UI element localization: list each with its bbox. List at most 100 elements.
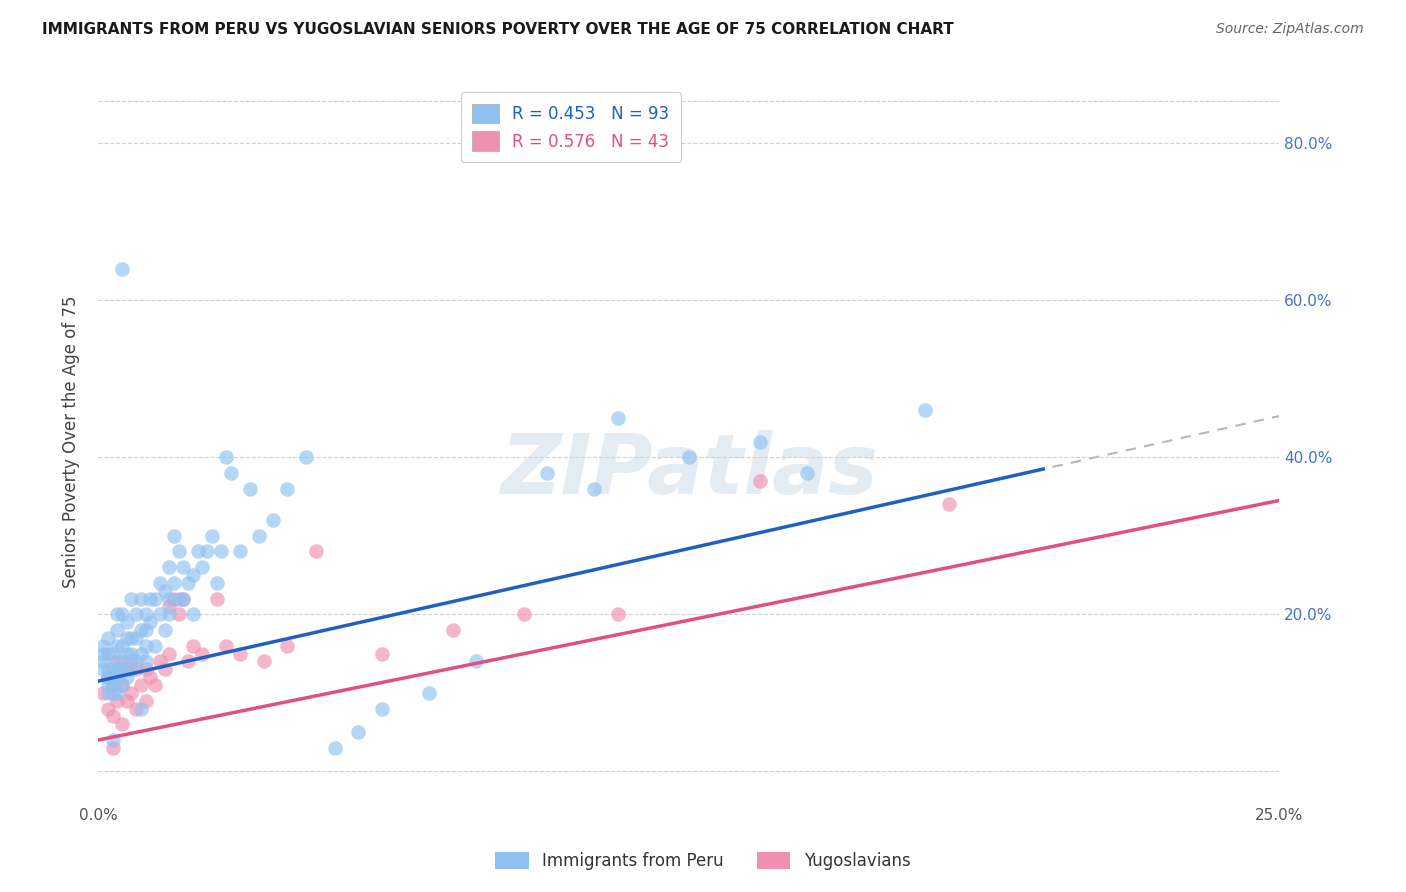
Point bbox=[101, 662, 124, 676]
Point bbox=[149, 607, 172, 622]
Point bbox=[181, 607, 204, 622]
Point bbox=[97, 670, 120, 684]
Point bbox=[157, 647, 180, 661]
Point bbox=[239, 482, 262, 496]
Point bbox=[105, 662, 128, 676]
Point bbox=[97, 647, 120, 661]
Point bbox=[748, 474, 770, 488]
Point bbox=[101, 678, 124, 692]
Point bbox=[177, 655, 200, 669]
Point bbox=[121, 591, 143, 606]
Point bbox=[125, 607, 148, 622]
Point bbox=[678, 450, 700, 465]
Text: IMMIGRANTS FROM PERU VS YUGOSLAVIAN SENIORS POVERTY OVER THE AGE OF 75 CORRELATI: IMMIGRANTS FROM PERU VS YUGOSLAVIAN SENI… bbox=[42, 22, 953, 37]
Point bbox=[229, 544, 252, 558]
Point bbox=[115, 694, 138, 708]
Point bbox=[111, 662, 134, 676]
Point bbox=[153, 662, 176, 676]
Point bbox=[121, 647, 143, 661]
Point bbox=[115, 670, 138, 684]
Point bbox=[371, 701, 394, 715]
Point bbox=[101, 709, 124, 723]
Point bbox=[139, 670, 162, 684]
Point bbox=[121, 655, 143, 669]
Point bbox=[195, 544, 218, 558]
Point bbox=[143, 639, 166, 653]
Point bbox=[167, 607, 190, 622]
Point bbox=[276, 482, 298, 496]
Point bbox=[163, 575, 186, 590]
Point bbox=[371, 647, 394, 661]
Point bbox=[115, 615, 138, 630]
Point bbox=[418, 686, 440, 700]
Point bbox=[135, 607, 157, 622]
Point bbox=[157, 591, 180, 606]
Point bbox=[129, 678, 152, 692]
Point bbox=[276, 639, 298, 653]
Point bbox=[181, 568, 204, 582]
Point bbox=[748, 434, 770, 449]
Point bbox=[163, 591, 186, 606]
Point bbox=[135, 639, 157, 653]
Point bbox=[91, 647, 114, 661]
Point bbox=[105, 623, 128, 637]
Point bbox=[262, 513, 284, 527]
Point bbox=[157, 599, 180, 614]
Point bbox=[135, 655, 157, 669]
Point bbox=[97, 662, 120, 676]
Point bbox=[172, 591, 194, 606]
Point bbox=[101, 678, 124, 692]
Point bbox=[201, 529, 224, 543]
Point bbox=[143, 678, 166, 692]
Point bbox=[125, 631, 148, 645]
Point bbox=[512, 607, 534, 622]
Point bbox=[121, 686, 143, 700]
Point bbox=[97, 701, 120, 715]
Point bbox=[91, 662, 114, 676]
Point bbox=[125, 701, 148, 715]
Point bbox=[139, 615, 162, 630]
Point bbox=[129, 647, 152, 661]
Point bbox=[607, 411, 630, 425]
Point bbox=[125, 662, 148, 676]
Point bbox=[583, 482, 606, 496]
Point bbox=[111, 717, 134, 731]
Point bbox=[139, 591, 162, 606]
Point bbox=[105, 670, 128, 684]
Point bbox=[111, 639, 134, 653]
Point bbox=[191, 647, 214, 661]
Point bbox=[101, 647, 124, 661]
Point bbox=[167, 544, 190, 558]
Point bbox=[219, 466, 242, 480]
Point bbox=[115, 631, 138, 645]
Point bbox=[97, 678, 120, 692]
Point bbox=[163, 529, 186, 543]
Point bbox=[181, 639, 204, 653]
Point bbox=[105, 655, 128, 669]
Point bbox=[323, 740, 346, 755]
Point bbox=[914, 403, 936, 417]
Point bbox=[97, 631, 120, 645]
Point bbox=[97, 686, 120, 700]
Point bbox=[121, 662, 143, 676]
Point bbox=[167, 591, 190, 606]
Point bbox=[347, 725, 370, 739]
Point bbox=[441, 623, 464, 637]
Point bbox=[157, 560, 180, 574]
Point bbox=[115, 662, 138, 676]
Point bbox=[229, 647, 252, 661]
Point bbox=[111, 655, 134, 669]
Point bbox=[105, 694, 128, 708]
Point bbox=[135, 623, 157, 637]
Point bbox=[536, 466, 558, 480]
Legend: Immigrants from Peru, Yugoslavians: Immigrants from Peru, Yugoslavians bbox=[489, 845, 917, 877]
Point bbox=[105, 607, 128, 622]
Point bbox=[91, 686, 114, 700]
Point bbox=[91, 639, 114, 653]
Point bbox=[149, 575, 172, 590]
Point bbox=[129, 701, 152, 715]
Point bbox=[253, 655, 276, 669]
Point bbox=[305, 544, 328, 558]
Point bbox=[101, 670, 124, 684]
Point bbox=[135, 662, 157, 676]
